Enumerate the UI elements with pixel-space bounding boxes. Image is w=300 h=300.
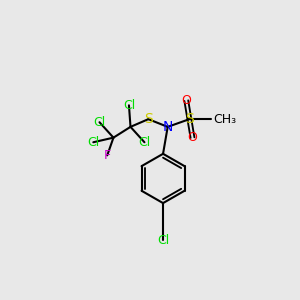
Text: N: N xyxy=(163,120,173,134)
Text: F: F xyxy=(104,149,111,162)
Text: CH₃: CH₃ xyxy=(213,113,237,126)
Text: Cl: Cl xyxy=(138,136,151,149)
Text: O: O xyxy=(182,94,191,107)
Text: Cl: Cl xyxy=(157,233,169,247)
Text: Cl: Cl xyxy=(87,136,99,149)
Text: S: S xyxy=(144,112,153,126)
Text: Cl: Cl xyxy=(93,116,106,129)
Text: Cl: Cl xyxy=(123,99,135,112)
Text: S: S xyxy=(185,112,194,126)
Text: O: O xyxy=(188,131,197,144)
